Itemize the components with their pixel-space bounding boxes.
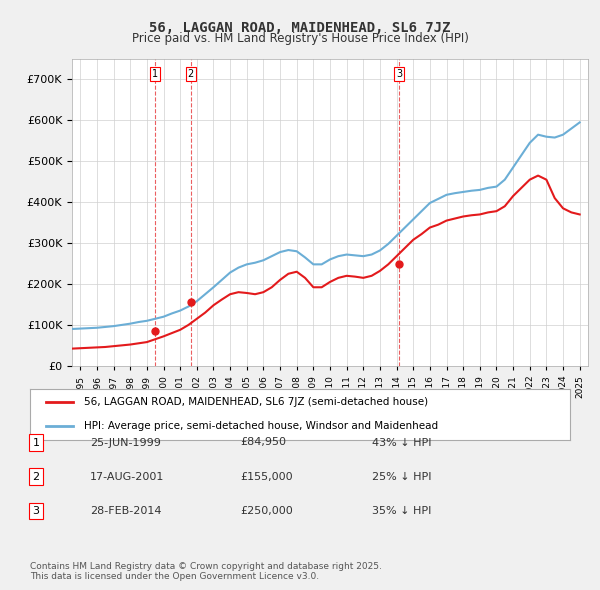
Text: 17-AUG-2001: 17-AUG-2001 [90,472,164,481]
Text: 2: 2 [32,472,40,481]
Text: 3: 3 [396,70,403,79]
Text: 3: 3 [32,506,40,516]
Text: 1: 1 [32,438,40,447]
Text: Price paid vs. HM Land Registry's House Price Index (HPI): Price paid vs. HM Land Registry's House … [131,32,469,45]
Text: £155,000: £155,000 [240,472,293,481]
Text: 25-JUN-1999: 25-JUN-1999 [90,438,161,447]
Text: 28-FEB-2014: 28-FEB-2014 [90,506,161,516]
Text: 2: 2 [188,70,194,79]
Text: 25% ↓ HPI: 25% ↓ HPI [372,472,431,481]
Text: 43% ↓ HPI: 43% ↓ HPI [372,438,431,447]
Text: 1: 1 [152,70,158,79]
Text: 56, LAGGAN ROAD, MAIDENHEAD, SL6 7JZ (semi-detached house): 56, LAGGAN ROAD, MAIDENHEAD, SL6 7JZ (se… [84,397,428,407]
Text: £250,000: £250,000 [240,506,293,516]
Text: 56, LAGGAN ROAD, MAIDENHEAD, SL6 7JZ: 56, LAGGAN ROAD, MAIDENHEAD, SL6 7JZ [149,21,451,35]
Text: Contains HM Land Registry data © Crown copyright and database right 2025.
This d: Contains HM Land Registry data © Crown c… [30,562,382,581]
Text: £84,950: £84,950 [240,438,286,447]
Text: HPI: Average price, semi-detached house, Windsor and Maidenhead: HPI: Average price, semi-detached house,… [84,421,438,431]
Text: 35% ↓ HPI: 35% ↓ HPI [372,506,431,516]
